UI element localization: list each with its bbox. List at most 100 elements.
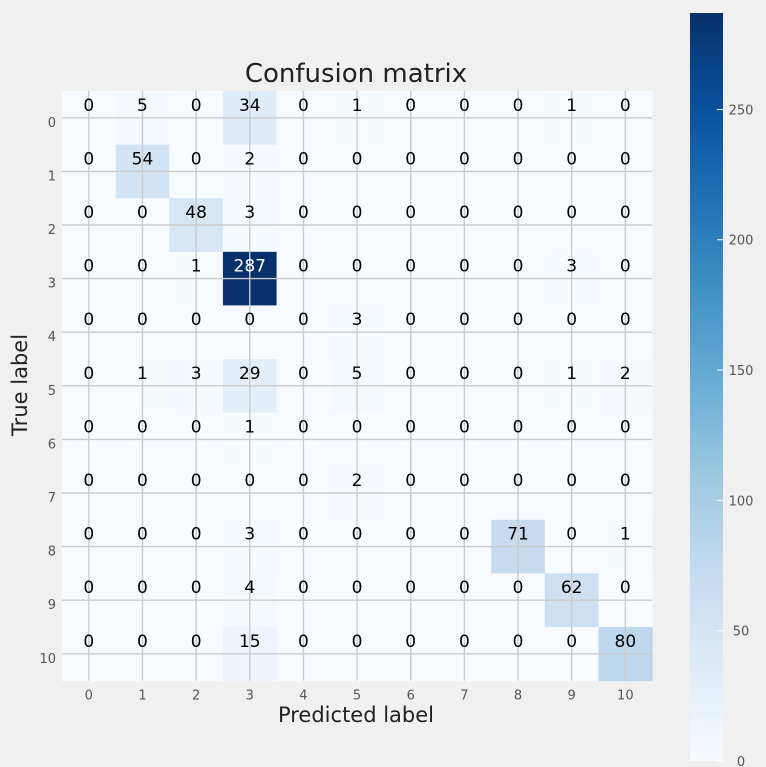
cell-value-label: 0 bbox=[620, 149, 631, 169]
cell-value-label: 0 bbox=[459, 257, 470, 277]
cell-value-label: 0 bbox=[405, 632, 416, 652]
cell-value-label: 0 bbox=[83, 471, 94, 491]
cell-value-label: 0 bbox=[513, 471, 524, 491]
cell-value-label: 4 bbox=[244, 578, 255, 598]
cell-value-label: 0 bbox=[83, 257, 94, 277]
cell-value-label: 2 bbox=[352, 471, 363, 491]
cell-value-label: 0 bbox=[137, 310, 148, 330]
cell-value-label: 0 bbox=[137, 525, 148, 545]
cell-value-label: 0 bbox=[459, 203, 470, 223]
cell-value-label: 0 bbox=[405, 310, 416, 330]
cell-value-label: 0 bbox=[620, 471, 631, 491]
cell-value-label: 0 bbox=[513, 149, 524, 169]
cell-value-label: 0 bbox=[83, 525, 94, 545]
x-tick-label: 1 bbox=[138, 689, 146, 704]
cell-value-label: 1 bbox=[566, 364, 577, 384]
cell-value-label: 0 bbox=[352, 525, 363, 545]
x-tick-label: 10 bbox=[617, 689, 634, 704]
cell-value-label: 48 bbox=[185, 203, 207, 223]
colorbar-gradient bbox=[690, 13, 723, 761]
cell-value-label: 54 bbox=[132, 149, 154, 169]
cell-value-label: 0 bbox=[566, 149, 577, 169]
cell-value-label: 0 bbox=[191, 525, 202, 545]
cell-value-label: 0 bbox=[513, 364, 524, 384]
cell-value-label: 0 bbox=[137, 471, 148, 491]
y-tick-label: 2 bbox=[48, 223, 56, 238]
x-tick-label: 4 bbox=[299, 689, 307, 704]
cell-value-label: 0 bbox=[83, 96, 94, 116]
cell-value-label: 0 bbox=[191, 310, 202, 330]
y-tick-label: 10 bbox=[39, 652, 56, 667]
cell-value-label: 3 bbox=[244, 525, 255, 545]
cell-value-label: 0 bbox=[191, 471, 202, 491]
cell-value-label: 5 bbox=[137, 96, 148, 116]
cell-value-label: 0 bbox=[137, 632, 148, 652]
cell-value-label: 0 bbox=[298, 578, 309, 598]
cell-value-label: 1 bbox=[566, 96, 577, 116]
cell-value-label: 0 bbox=[459, 310, 470, 330]
cell-value-label: 0 bbox=[83, 417, 94, 437]
cell-value-label: 0 bbox=[405, 471, 416, 491]
cell-value-label: 0 bbox=[298, 310, 309, 330]
cell-value-label: 5 bbox=[352, 364, 363, 384]
cell-value-label: 0 bbox=[244, 310, 255, 330]
cell-value-label: 0 bbox=[298, 96, 309, 116]
cell-value-label: 80 bbox=[615, 632, 637, 652]
cell-value-label: 0 bbox=[405, 257, 416, 277]
x-tick-label: 0 bbox=[85, 689, 93, 704]
cell-value-label: 0 bbox=[513, 578, 524, 598]
x-tick-label: 3 bbox=[246, 689, 254, 704]
cell-value-label: 0 bbox=[405, 149, 416, 169]
cell-value-label: 1 bbox=[244, 417, 255, 437]
cell-value-label: 0 bbox=[83, 149, 94, 169]
x-tick-label: 8 bbox=[514, 689, 522, 704]
cell-value-label: 0 bbox=[620, 257, 631, 277]
cell-value-label: 34 bbox=[239, 96, 261, 116]
colorbar-tick-label: 100 bbox=[729, 494, 754, 509]
cell-value-label: 0 bbox=[513, 417, 524, 437]
cell-value-label: 0 bbox=[405, 578, 416, 598]
colorbar-tick-label: 0 bbox=[737, 755, 745, 767]
cell-value-label: 0 bbox=[459, 417, 470, 437]
cell-value-label: 0 bbox=[137, 578, 148, 598]
cell-value-label: 0 bbox=[352, 203, 363, 223]
cell-value-label: 0 bbox=[352, 149, 363, 169]
cell-value-label: 0 bbox=[405, 96, 416, 116]
cell-value-label: 0 bbox=[352, 257, 363, 277]
cell-value-label: 0 bbox=[137, 203, 148, 223]
y-tick-label: 7 bbox=[48, 491, 56, 506]
cell-value-label: 0 bbox=[459, 525, 470, 545]
cell-value-label: 0 bbox=[459, 471, 470, 491]
cell-value-label: 1 bbox=[137, 364, 148, 384]
cell-value-label: 0 bbox=[83, 310, 94, 330]
cell-value-label: 3 bbox=[566, 257, 577, 277]
cell-value-label: 0 bbox=[513, 310, 524, 330]
cell-value-label: 0 bbox=[513, 96, 524, 116]
y-axis-label: True label bbox=[8, 334, 32, 437]
cell-value-label: 0 bbox=[566, 471, 577, 491]
cell-value-label: 0 bbox=[566, 417, 577, 437]
y-tick-label: 0 bbox=[48, 116, 56, 131]
x-tick-label: 7 bbox=[460, 689, 468, 704]
cell-value-label: 0 bbox=[405, 203, 416, 223]
cell-value-label: 0 bbox=[298, 203, 309, 223]
colorbar-tick-label: 250 bbox=[729, 103, 754, 118]
cell-value-label: 0 bbox=[405, 525, 416, 545]
cell-value-label: 0 bbox=[620, 203, 631, 223]
y-tick-label: 6 bbox=[48, 437, 56, 452]
cell-value-label: 287 bbox=[234, 257, 266, 277]
colorbar: 0 50 100 150 200 250 bbox=[690, 13, 753, 767]
cell-value-label: 1 bbox=[620, 525, 631, 545]
cell-value-label: 0 bbox=[513, 632, 524, 652]
cell-value-label: 62 bbox=[561, 578, 583, 598]
cell-value-label: 0 bbox=[83, 364, 94, 384]
cell-value-label: 0 bbox=[298, 417, 309, 437]
cell-value-label: 0 bbox=[620, 417, 631, 437]
cell-value-label: 0 bbox=[191, 96, 202, 116]
cell-value-label: 0 bbox=[191, 417, 202, 437]
cell-value-label: 2 bbox=[620, 364, 631, 384]
cell-value-label: 0 bbox=[459, 149, 470, 169]
y-tick-label: 8 bbox=[48, 545, 56, 560]
cell-value-label: 0 bbox=[513, 257, 524, 277]
